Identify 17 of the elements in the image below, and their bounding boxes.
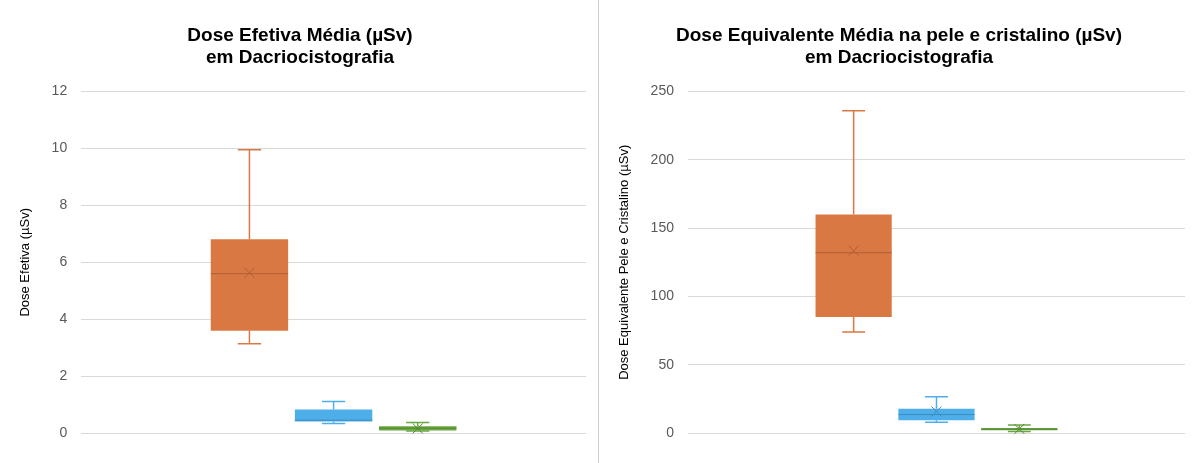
y-tick-label: 0 bbox=[59, 423, 68, 440]
y-tick-label: 50 bbox=[658, 355, 675, 372]
y-tick-label: 250 bbox=[650, 82, 675, 99]
y-tick-label: 10 bbox=[51, 139, 68, 156]
y-tick-label: 100 bbox=[650, 287, 675, 304]
y-axis-title: Dose Efetiva (µSv) bbox=[17, 207, 33, 317]
y-tick-label: 8 bbox=[59, 196, 68, 213]
chart-title: Dose Efetiva Média (µSv) em Dacriocistografia bbox=[187, 23, 413, 68]
y-axis-title: Dose Equivalente Pele e Cristalino (µSv) bbox=[616, 144, 632, 380]
y-tick-label: 150 bbox=[650, 219, 675, 236]
y-tick-label: 200 bbox=[650, 150, 675, 167]
y-tick-label: 12 bbox=[51, 82, 68, 99]
y-tick-label: 2 bbox=[59, 366, 68, 383]
y-tick-label: 0 bbox=[666, 423, 675, 440]
y-tick-label: 4 bbox=[59, 310, 68, 327]
y-tick-label: 6 bbox=[59, 253, 68, 270]
chart-title: Dose Equivalente Média na pele e cristalino (µSv) em Dacriocistografia bbox=[676, 23, 1122, 68]
